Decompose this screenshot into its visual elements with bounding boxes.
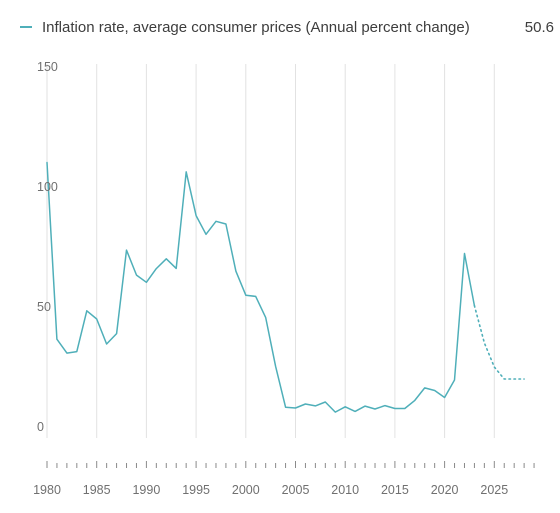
x-tick-label-1995: 1995 — [182, 483, 210, 497]
x-tick-label-1980: 1980 — [33, 483, 61, 497]
y-tick-label-50: 50 — [37, 300, 51, 314]
y-tick-label-0: 0 — [37, 420, 44, 434]
x-tick-label-2025: 2025 — [480, 483, 508, 497]
chart-legend: Inflation rate, average consumer prices … — [20, 19, 554, 36]
x-tick-label-1985: 1985 — [83, 483, 111, 497]
legend-series-label: Inflation rate, average consumer prices … — [42, 19, 470, 36]
y-tick-label-150: 150 — [37, 60, 58, 74]
series-line-0 — [46, 161, 476, 413]
x-tick-label-2000: 2000 — [232, 483, 260, 497]
x-tick-label-1990: 1990 — [132, 483, 160, 497]
y-tick-label-100: 100 — [37, 180, 58, 194]
x-tick-label-2010: 2010 — [331, 483, 359, 497]
x-tick-label-2015: 2015 — [381, 483, 409, 497]
projection-series-line-1 — [473, 304, 525, 380]
series-lines — [46, 161, 525, 413]
x-axis: 1980 1985 1990 1995 2000 2005 2010 2015 2020 2025 — [33, 461, 535, 497]
vertical-gridlines — [46, 64, 495, 438]
x-tick-label-2020: 2020 — [431, 483, 459, 497]
legend-latest-value: 50.6 — [525, 19, 554, 36]
y-axis-tick-labels: 150 100 50 0 — [37, 60, 58, 434]
x-tick-label-2005: 2005 — [282, 483, 310, 497]
